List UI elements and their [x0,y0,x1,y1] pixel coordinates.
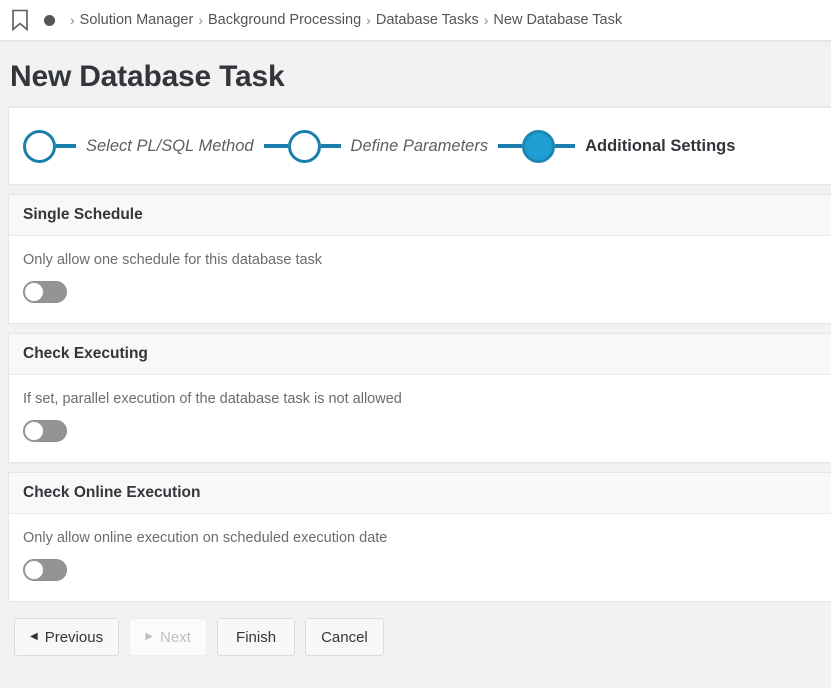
cancel-button-label: Cancel [321,628,368,646]
wizard-step-additional-settings[interactable]: Additional Settings [522,129,745,163]
section-single-schedule: Single Schedule Only allow one schedule … [8,194,831,324]
wizard-step-select-plsql-method[interactable]: Select PL/SQL Method [23,129,288,163]
page-title: New Database Task [10,60,285,93]
breadcrumb-item-new-database-task[interactable]: New Database Task [493,12,623,28]
cancel-button[interactable]: Cancel [305,618,384,656]
section-body-single-schedule: Only allow one schedule for this databas… [9,236,831,323]
section-body-check-online-execution: Only allow online execution on scheduled… [9,514,831,601]
section-body-check-executing: If set, parallel execution of the databa… [9,375,831,462]
breadcrumb-item-database-tasks[interactable]: Database Tasks [375,12,479,28]
toggle-knob [24,282,44,302]
previous-button[interactable]: ◀ Previous [14,618,120,656]
wizard-connector-3 [320,144,341,148]
breadcrumb-bar: › Solution Manager › Background Processi… [0,0,831,41]
triangle-left-icon: ◀ [30,631,38,642]
triangle-right-icon: ▶ [145,631,153,642]
wizard-step-2-circle-icon[interactable] [287,129,321,163]
toggle-single-schedule[interactable] [23,281,67,303]
section-description-check-online-execution: Only allow online execution on scheduled… [23,530,388,546]
breadcrumb-item-solution-manager[interactable]: Solution Manager [79,12,194,28]
toggle-check-online-execution[interactable] [23,559,67,581]
section-check-executing: Check Executing If set, parallel executi… [8,333,831,463]
next-button-label: Next [159,628,191,646]
bookmark-icon[interactable] [10,9,30,31]
section-description-single-schedule: Only allow one schedule for this databas… [23,252,323,268]
finish-button[interactable]: Finish [217,618,296,656]
filled-circle-icon[interactable] [44,14,55,26]
finish-button-label: Finish [236,628,277,646]
breadcrumb-separator-2: › [366,12,371,28]
section-title-single-schedule: Single Schedule [9,195,831,236]
wizard-step-2-label: Define Parameters [350,136,489,155]
next-button[interactable]: ▶ Next [129,618,208,656]
breadcrumb-item-background-processing[interactable]: Background Processing [208,12,362,28]
wizard-connector-2 [263,144,288,148]
wizard-button-bar: ◀ Previous ▶ Next Finish Cancel [0,618,831,656]
previous-button-label: Previous [44,628,104,646]
section-title-check-executing: Check Executing [9,334,831,375]
wizard-connector-4 [498,144,523,148]
toggle-check-executing[interactable] [23,420,67,442]
wizard-step-define-parameters[interactable]: Define Parameters [287,129,523,163]
section-title-check-online-execution: Check Online Execution [9,473,831,514]
toggle-knob [24,421,44,441]
wizard-step-1-label: Select PL/SQL Method [86,136,254,155]
section-check-online-execution: Check Online Execution Only allow online… [8,472,831,602]
wizard-progress-bar: Select PL/SQL Method Define Parameters A… [8,107,831,185]
section-description-check-executing: If set, parallel execution of the databa… [23,391,402,407]
wizard-step-1-circle-icon[interactable] [23,129,56,163]
toggle-knob [24,560,44,580]
wizard-step-3-circle-icon[interactable] [522,129,556,163]
breadcrumb-separator-0: › [70,12,75,28]
wizard-step-3-label: Additional Settings [585,136,736,155]
wizard-connector-1 [56,144,76,148]
breadcrumb-separator-1: › [198,12,204,28]
breadcrumb-separator-3: › [483,12,489,28]
wizard-connector-5 [555,144,576,148]
